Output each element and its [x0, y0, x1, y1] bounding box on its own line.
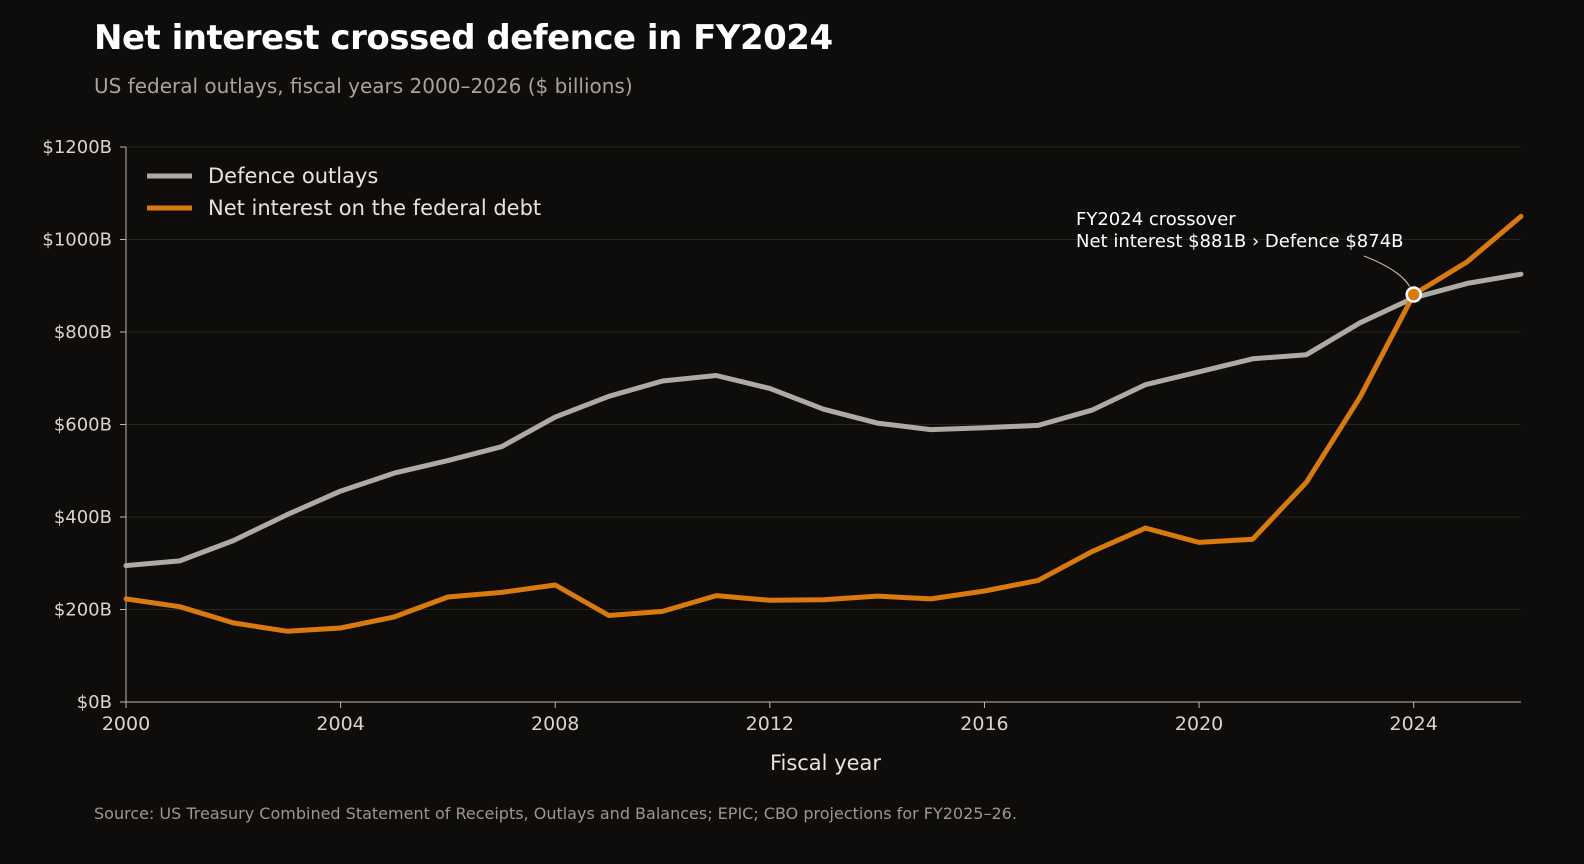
x-axis-title: Fiscal year	[770, 751, 881, 775]
y-tick-label: $600B	[54, 415, 112, 436]
y-tick-label: $200B	[54, 600, 112, 621]
x-tick-label: 2004	[316, 713, 364, 735]
y-tick-label: $1000B	[42, 230, 112, 251]
annotation-title: FY2024 crossover	[1076, 209, 1236, 230]
x-tick-label: 2020	[1175, 713, 1223, 735]
net-interest-line	[123, 213, 1524, 634]
x-tick-label: 2024	[1390, 713, 1438, 735]
annotation-detail: Net interest $881B › Defence $874B	[1076, 231, 1404, 252]
y-tick-label: $1200B	[42, 137, 112, 158]
y-tick-label: $0B	[77, 692, 112, 713]
legend-label: Net interest on the federal debt	[208, 196, 541, 220]
x-tick-label: 2016	[960, 713, 1008, 735]
chart-subtitle: US federal outlays, fiscal years 2000–20…	[94, 74, 633, 98]
defence-outlays-line	[123, 271, 1524, 569]
y-tick-label: $400B	[54, 507, 112, 528]
legend-label: Defence outlays	[208, 164, 378, 188]
crossover-marker	[1405, 286, 1422, 303]
x-tick-label: 2000	[102, 713, 150, 735]
annotation-leader-line	[1363, 255, 1411, 287]
source-note: Source: US Treasury Combined Statement o…	[94, 804, 1017, 823]
y-tick-label: $800B	[54, 322, 112, 343]
x-tick-label: 2008	[531, 713, 579, 735]
chart-title: Net interest crossed defence in FY2024	[94, 18, 833, 58]
x-tick-label: 2012	[746, 713, 794, 735]
